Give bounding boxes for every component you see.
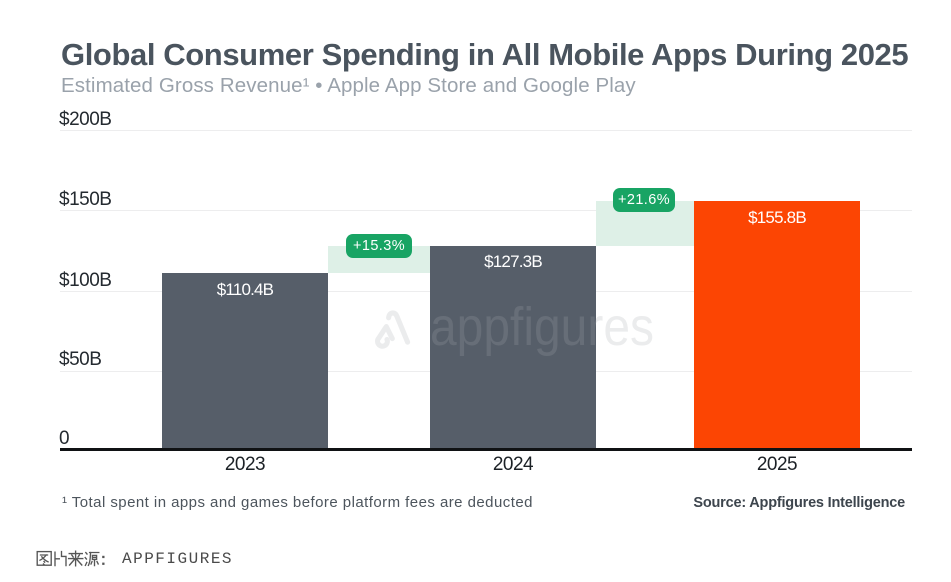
svg-text:appfigures: appfigures (430, 297, 654, 357)
